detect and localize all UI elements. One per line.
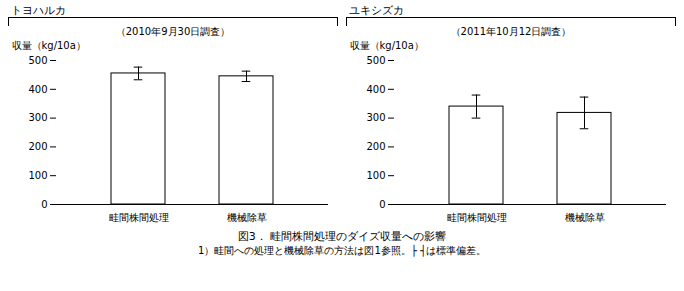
svg-text:0: 0 [379, 199, 385, 210]
svg-text:200: 200 [366, 141, 385, 152]
svg-text:400: 400 [366, 84, 385, 95]
svg-text:収量（kg/10a）: 収量（kg/10a） [12, 40, 86, 51]
svg-text:機械除草: 機械除草 [227, 212, 267, 223]
svg-text:畦間株間処理: 畦間株間処理 [447, 212, 507, 223]
svg-text:100: 100 [366, 170, 385, 181]
svg-text:収量（kg/10a）: 収量（kg/10a） [350, 40, 424, 51]
svg-text:畦間株間処理: 畦間株間処理 [109, 212, 169, 223]
html-text:図3． 畦間株間処理のダイズ収量への影響: 図3． 畦間株間処理のダイズ収量への影響 [237, 230, 447, 243]
html-text:トヨハルカ: トヨハルカ [11, 4, 66, 17]
svg-text:400: 400 [28, 84, 47, 95]
svg-text:300: 300 [366, 112, 385, 123]
html-text:（2010年9月30日調査）: （2010年9月30日調査） [115, 26, 231, 37]
svg-text:0: 0 [41, 199, 47, 210]
html-text:ユキシズカ: ユキシズカ [349, 4, 404, 17]
html-text:1）畦間への処理と機械除草の方法は図1参照。├ ┤は標準偏差: 1）畦間への処理と機械除草の方法は図1参照。├ ┤は標準偏差。 [198, 245, 486, 256]
svg-text:機械除草: 機械除草 [565, 212, 605, 223]
svg-text:500: 500 [366, 55, 385, 66]
svg-text:100: 100 [28, 170, 47, 181]
svg-text:500: 500 [28, 55, 47, 66]
svg-text:200: 200 [28, 141, 47, 152]
html-text:（2011年10月12日調査）: （2011年10月12日調査） [450, 26, 572, 37]
svg-text:300: 300 [28, 112, 47, 123]
